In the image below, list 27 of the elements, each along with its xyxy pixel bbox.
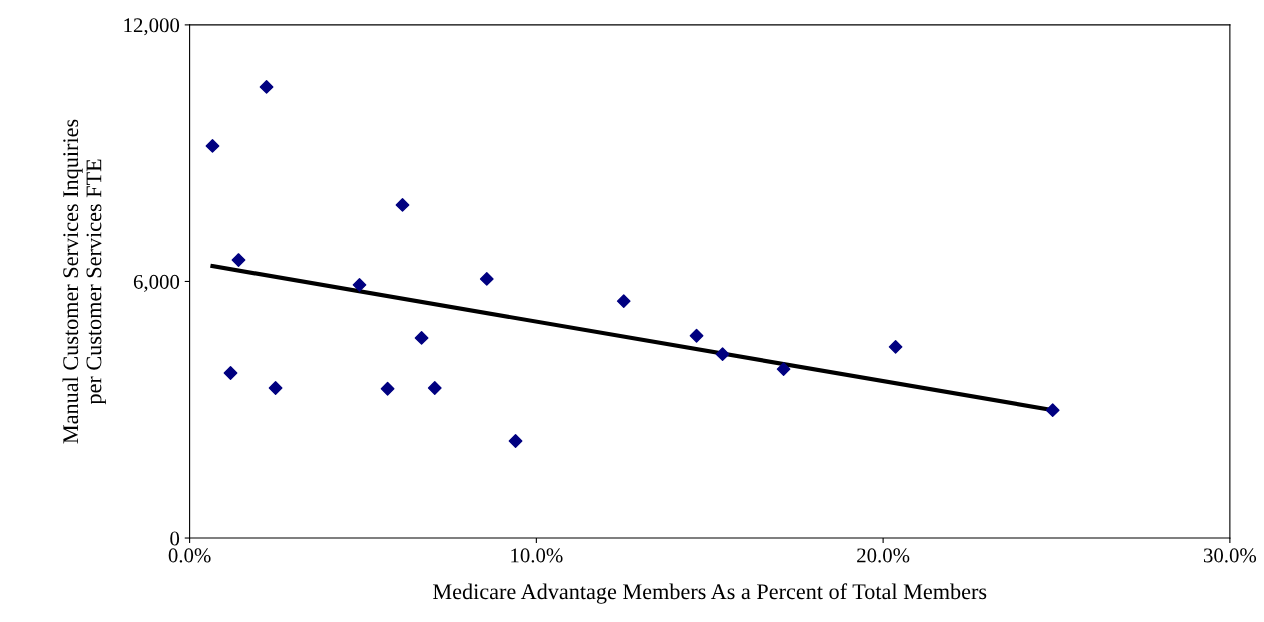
point	[508, 434, 523, 448]
point	[259, 79, 274, 94]
point	[205, 138, 220, 153]
x-tick-label: 0.0%	[168, 548, 211, 563]
y-tick-label: 6,000	[133, 274, 180, 292]
point	[427, 381, 442, 395]
y-tick-label: 0	[170, 531, 180, 546]
point	[776, 362, 791, 377]
y-tick-label: 12,000	[124, 18, 180, 36]
point	[616, 294, 631, 309]
point	[231, 253, 246, 267]
point	[414, 330, 429, 345]
point	[380, 381, 395, 396]
point	[888, 339, 903, 354]
point	[689, 328, 704, 343]
x-tick-label: 10.0%	[511, 548, 563, 563]
point	[479, 271, 494, 286]
point	[395, 198, 410, 212]
point	[268, 381, 283, 395]
x-axis-title: Medicare Advantage Members As a Percent of Total Members	[433, 583, 987, 604]
point	[1045, 403, 1060, 418]
y-axis-title: Manual Customer Services Inquiries per Customer Services FTE	[62, 119, 106, 444]
point	[352, 277, 367, 292]
point	[715, 347, 730, 362]
x-tick-label: 30.0%	[1203, 548, 1257, 563]
x-tick-label: 20.0%	[857, 548, 910, 563]
point	[223, 366, 238, 380]
